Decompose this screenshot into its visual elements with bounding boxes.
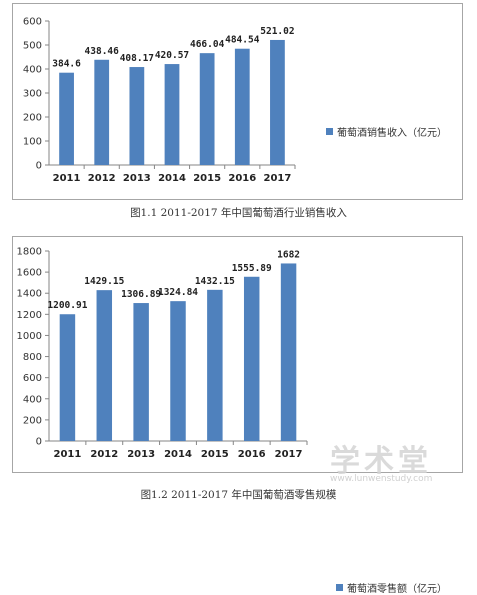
chart-2-bar bbox=[59, 314, 76, 441]
chart-2-bar bbox=[243, 276, 260, 441]
chart-1-data-label: 438.46 bbox=[85, 46, 120, 57]
chart-2-data-label: 1682 bbox=[277, 249, 300, 260]
chart-2-data-label: 1432.15 bbox=[195, 276, 235, 287]
chart-1-data-label: 484.54 bbox=[225, 35, 260, 46]
chart-2-x-tick-label: 2016 bbox=[238, 449, 266, 460]
chart-1-legend: 葡萄酒销售收入（亿元） bbox=[326, 124, 447, 139]
chart-2-legend-label: 葡萄酒零售额（亿元） bbox=[347, 584, 447, 595]
chart-2-data-label: 1555.89 bbox=[232, 263, 272, 274]
chart-2-frame: 0 200 400 600 800 1000 1200 1400 1600 1800 1200.91… bbox=[12, 236, 463, 595]
chart-2-bar bbox=[207, 289, 223, 441]
chart-2-y-tick-label: 200 bbox=[23, 415, 42, 426]
chart-1-x-tick-label: 2016 bbox=[228, 173, 256, 184]
chart-1-x-tick-label: 2013 bbox=[123, 173, 151, 184]
chart-1-bar bbox=[59, 72, 74, 165]
chart-2-y-tick-label: 400 bbox=[23, 394, 42, 405]
chart-1-y-tick-label: 0 bbox=[36, 161, 42, 172]
chart-1-legend-swatch bbox=[326, 128, 333, 135]
chart-2-y-tick-label: 1600 bbox=[17, 268, 42, 279]
chart-2-data-label: 1429.15 bbox=[84, 276, 124, 287]
chart-1-x-tick-label: 2011 bbox=[53, 173, 81, 184]
chart-1-data-label: 408.17 bbox=[120, 53, 154, 64]
chart-2-legend-swatch bbox=[336, 584, 343, 591]
chart-1-x-tick-label: 2012 bbox=[88, 173, 116, 184]
chart-2-data-label: 1324.84 bbox=[158, 287, 198, 298]
chart-2-bar bbox=[96, 290, 113, 441]
chart-1-legend-label: 葡萄酒销售收入（亿元） bbox=[337, 128, 447, 139]
chart-2-bar bbox=[280, 263, 297, 441]
chart-2-x-tick-label: 2013 bbox=[127, 449, 155, 460]
chart-2-x-tick-label: 2014 bbox=[164, 449, 192, 460]
chart-1-bar bbox=[199, 53, 215, 165]
chart-1-caption: 图1.1 2011-2017 年中国葡萄酒行业销售收入 bbox=[130, 207, 347, 219]
chart-1-data-label: 466.04 bbox=[190, 39, 225, 50]
chart-2-caption: 图1.2 2011-2017 年中国葡萄酒零售规模 bbox=[140, 489, 337, 501]
chart-1-plot: 0 100 200 300 400 500 600 384.6 2011 438.46 2012 40… bbox=[23, 17, 296, 184]
chart-1-y-tick-label: 100 bbox=[23, 137, 42, 148]
chart-2-y-tick-label: 1200 bbox=[17, 310, 42, 321]
chart-2-y-tick-label: 800 bbox=[23, 352, 42, 363]
chart-2-y-tick-label: 1400 bbox=[17, 289, 42, 300]
chart-2-x-tick-label: 2017 bbox=[275, 449, 303, 460]
chart-1-x-tick-label: 2015 bbox=[193, 173, 221, 184]
chart-1-y-tick-label: 300 bbox=[23, 89, 42, 100]
chart-1-data-label: 521.02 bbox=[260, 26, 294, 37]
chart-1-bar bbox=[164, 64, 180, 165]
chart-2-x-tick-label: 2011 bbox=[54, 449, 82, 460]
chart-1-bar bbox=[129, 67, 145, 165]
chart-1-y-tick-label: 600 bbox=[23, 17, 42, 28]
chart-2-y-tick-label: 600 bbox=[23, 373, 42, 384]
chart-2-bar bbox=[133, 303, 149, 441]
chart-1-x-tick-label: 2017 bbox=[264, 173, 292, 184]
watermark-subtext: www.lunwenstudy.com bbox=[330, 474, 433, 484]
chart-1-bar bbox=[234, 48, 250, 165]
chart-2-data-label: 1306.89 bbox=[121, 289, 161, 300]
chart-1-bar bbox=[94, 59, 110, 165]
chart-1-x-tick-label: 2014 bbox=[158, 173, 186, 184]
chart-1-data-label: 384.6 bbox=[52, 59, 81, 70]
chart-2-plot: 0 200 400 600 800 1000 1200 1400 1600 1800 1200.91… bbox=[17, 247, 308, 460]
chart-2-y-tick-label: 1800 bbox=[17, 247, 42, 258]
chart-2-y-tick-label: 1000 bbox=[17, 331, 42, 342]
chart-1-data-label: 420.57 bbox=[155, 50, 189, 61]
chart-1-frame: 0 100 200 300 400 500 600 384.6 2011 438.46 2012 40… bbox=[12, 3, 463, 200]
chart-2-y-tick-label: 0 bbox=[36, 437, 42, 448]
chart-1-bar bbox=[270, 39, 285, 165]
chart-1-y-tick-label: 200 bbox=[23, 113, 42, 124]
chart-1-y-tick-label: 500 bbox=[23, 41, 42, 52]
chart-2-legend: 葡萄酒零售额（亿元） bbox=[336, 580, 447, 595]
chart-2-bar bbox=[170, 301, 186, 441]
chart-2-data-label: 1200.91 bbox=[47, 300, 87, 311]
chart-2-x-tick-label: 2012 bbox=[90, 449, 118, 460]
chart-1-y-tick-label: 400 bbox=[23, 65, 42, 76]
chart-2-x-tick-label: 2015 bbox=[201, 449, 229, 460]
